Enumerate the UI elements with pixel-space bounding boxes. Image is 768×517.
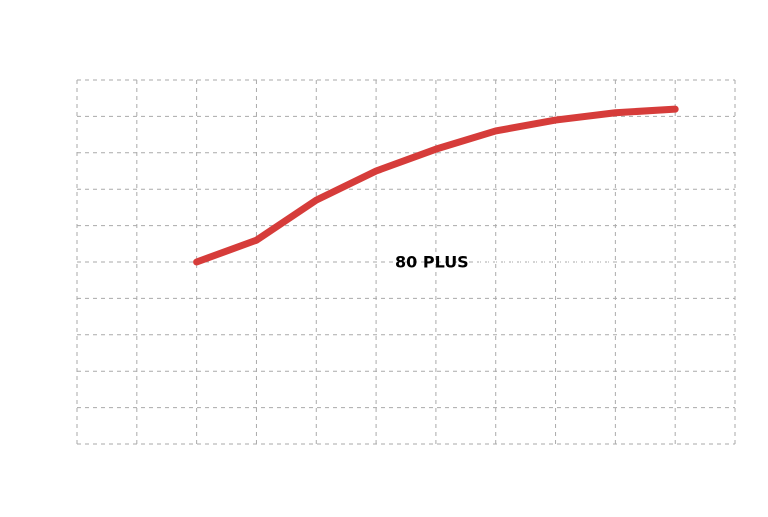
line <box>193 105 679 266</box>
reference-label: 80 PLUS <box>395 253 469 272</box>
